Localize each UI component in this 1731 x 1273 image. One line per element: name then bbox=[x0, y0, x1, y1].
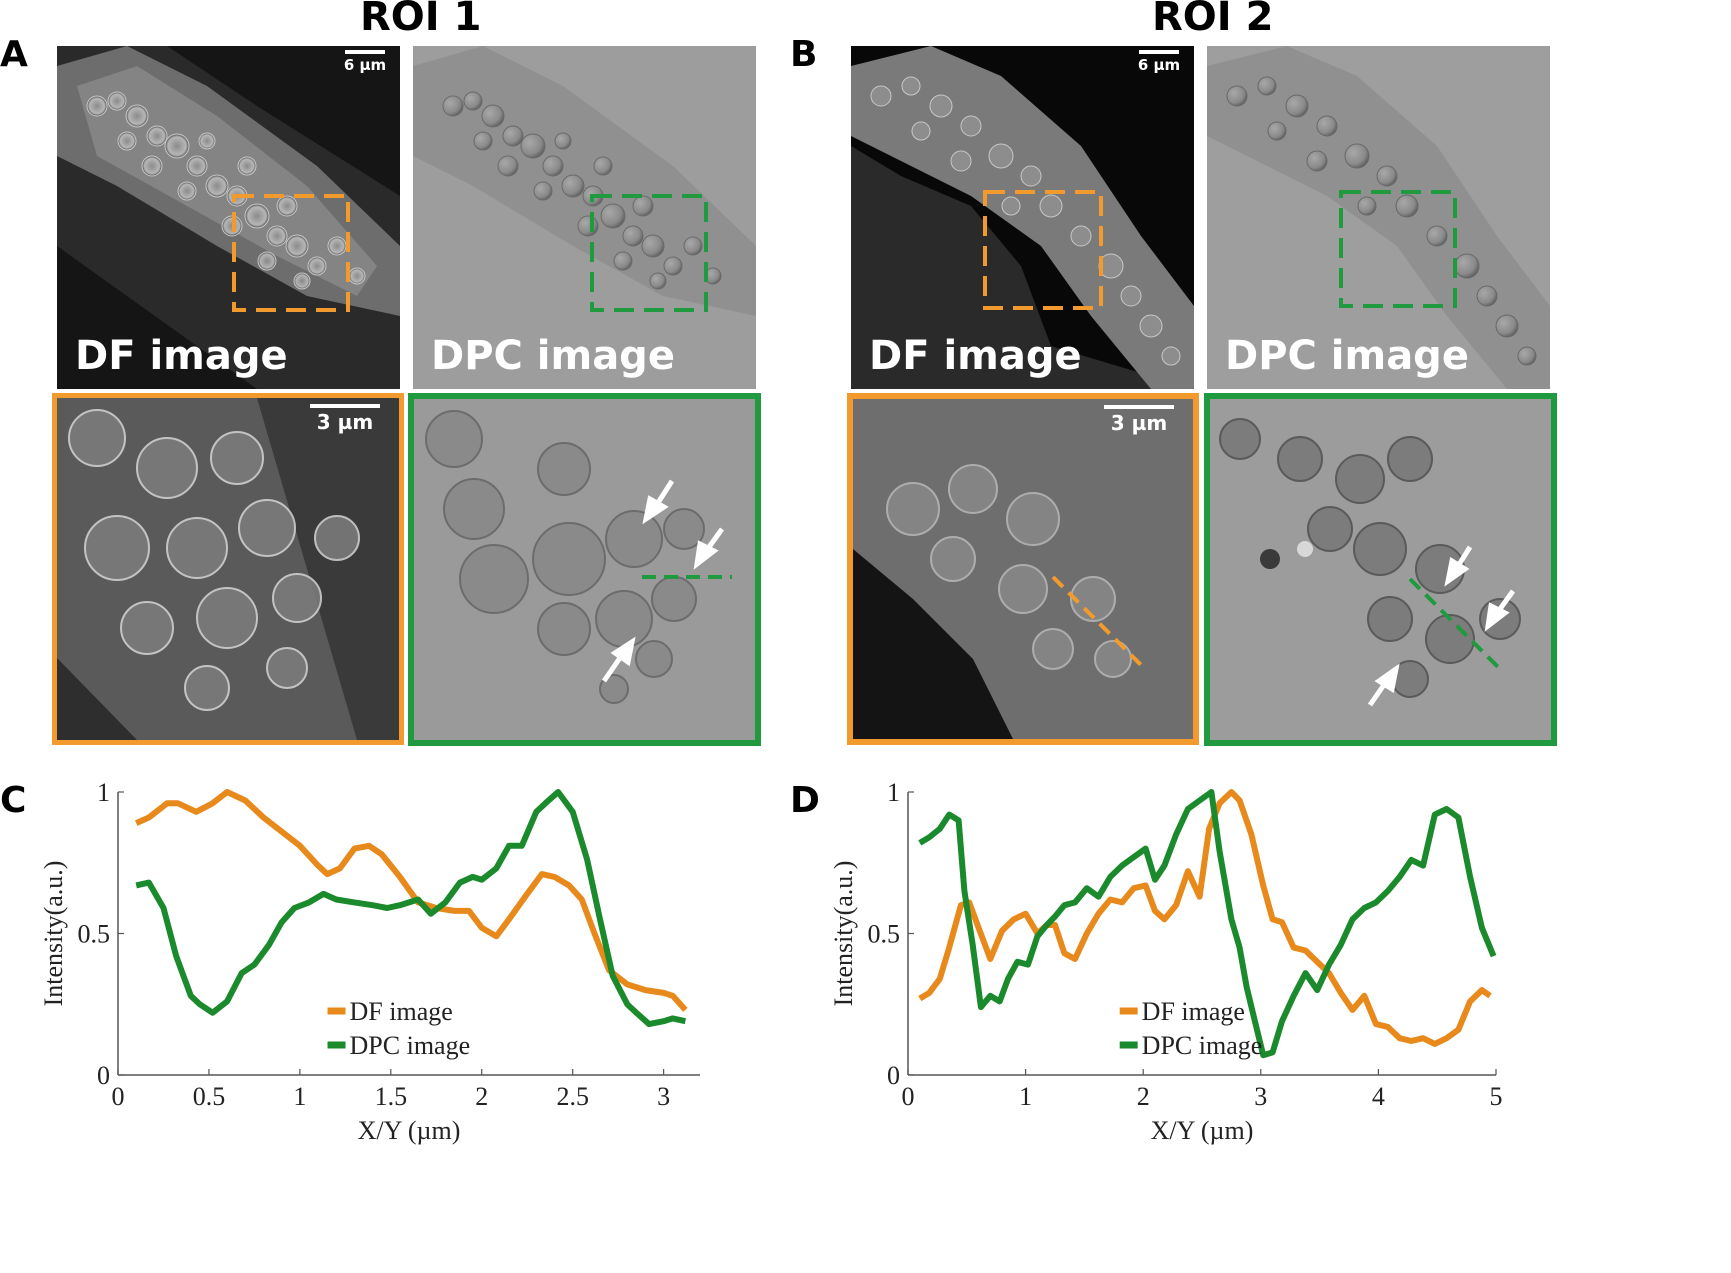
x-tick-label: 1.5 bbox=[375, 1082, 408, 1111]
roi2-df-overview-image: 6 µm DF image bbox=[851, 46, 1194, 389]
y-tick-label: 1 bbox=[887, 778, 900, 807]
y-axis-label: Intensity(a.u.) bbox=[39, 861, 68, 1007]
y-tick-label: 0.5 bbox=[868, 920, 901, 949]
legend-label: DF image bbox=[1142, 997, 1245, 1026]
scale-bar-6um-roi2: 6 µm bbox=[1136, 50, 1182, 74]
roi1-dpc-overview-image: DPC image bbox=[413, 46, 756, 389]
x-tick-label: 0 bbox=[112, 1082, 125, 1111]
series-line-df bbox=[918, 789, 1492, 1047]
dpc-image-label: DPC image bbox=[431, 333, 675, 379]
legend-label: DPC image bbox=[350, 1031, 471, 1060]
dpc-image-label-roi2: DPC image bbox=[1225, 333, 1469, 379]
x-tick-label: 1 bbox=[1019, 1082, 1032, 1111]
x-tick-label: 4 bbox=[1372, 1082, 1385, 1111]
chart-c-svg: 0 0.5 1 1.5 2 2.5 3 0 0.5 1 X/Y (µm) Intensity(a.u.… bbox=[39, 778, 700, 1145]
x-tick-label: 0.5 bbox=[193, 1082, 226, 1111]
panel-letter-d: D bbox=[790, 780, 820, 821]
x-tick-label: 1 bbox=[293, 1082, 306, 1111]
df-image-label: DF image bbox=[75, 333, 288, 379]
y-tick-label: 0 bbox=[97, 1061, 110, 1090]
series-line-dpc bbox=[918, 789, 1497, 1059]
scale-bar-6um: 6 µm bbox=[342, 50, 388, 74]
x-tick-label: 0 bbox=[902, 1082, 915, 1111]
chart-d-svg: 0 1 2 3 4 5 0 0.5 1 X/Y (µm) Intensity(a.u.) DF ima… bbox=[829, 778, 1503, 1145]
roi-1-title: ROI 1 bbox=[360, 0, 482, 40]
legend-label: DF image bbox=[350, 997, 453, 1026]
roi2-df-zoom-image: 3 µm bbox=[847, 393, 1199, 745]
arrow-icons bbox=[601, 479, 725, 683]
y-tick-label: 0 bbox=[887, 1061, 900, 1090]
series-line-dpc bbox=[135, 789, 687, 1028]
panel-letter-b: B bbox=[790, 34, 818, 75]
x-axis-label: X/Y (µm) bbox=[358, 1116, 461, 1145]
x-tick-label: 5 bbox=[1490, 1082, 1503, 1111]
x-tick-label: 3 bbox=[657, 1082, 670, 1111]
roi1-dpc-zoom-image bbox=[408, 393, 761, 746]
chart-d: 0 1 2 3 4 5 0 0.5 1 X/Y (µm) Intensity(a.u.) DF ima… bbox=[790, 770, 1530, 1170]
df-image-label-roi2: DF image bbox=[869, 333, 1082, 379]
panel-letter-a: A bbox=[0, 34, 28, 75]
x-tick-label: 2 bbox=[1137, 1082, 1150, 1111]
x-tick-label: 2.5 bbox=[556, 1082, 589, 1111]
roi2-dpc-overview-image: DPC image bbox=[1207, 46, 1550, 389]
roi1-df-zoom-image: 3 µm bbox=[52, 393, 404, 745]
x-tick-label: 3 bbox=[1254, 1082, 1267, 1111]
roi-2-title: ROI 2 bbox=[1152, 0, 1274, 40]
x-tick-label: 2 bbox=[475, 1082, 488, 1111]
y-tick-label: 1 bbox=[97, 778, 110, 807]
arrow-icons-roi2 bbox=[1367, 545, 1516, 707]
legend-label: DPC image bbox=[1142, 1031, 1263, 1060]
roi1-df-overview-image: 6 µm DF image bbox=[57, 46, 400, 389]
panel-letter-c: C bbox=[0, 780, 27, 821]
scale-bar-3um-roi2: 3 µm bbox=[1099, 405, 1179, 435]
y-tick-label: 0.5 bbox=[78, 920, 111, 949]
chart-c: 0 0.5 1 1.5 2 2.5 3 0 0.5 1 X/Y (µm) Intensity(a.u.… bbox=[0, 770, 740, 1170]
scale-bar-3um: 3 µm bbox=[305, 404, 385, 434]
y-axis-label: Intensity(a.u.) bbox=[829, 861, 858, 1007]
roi2-dpc-zoom-image bbox=[1204, 393, 1557, 746]
x-axis-label: X/Y (µm) bbox=[1151, 1116, 1254, 1145]
